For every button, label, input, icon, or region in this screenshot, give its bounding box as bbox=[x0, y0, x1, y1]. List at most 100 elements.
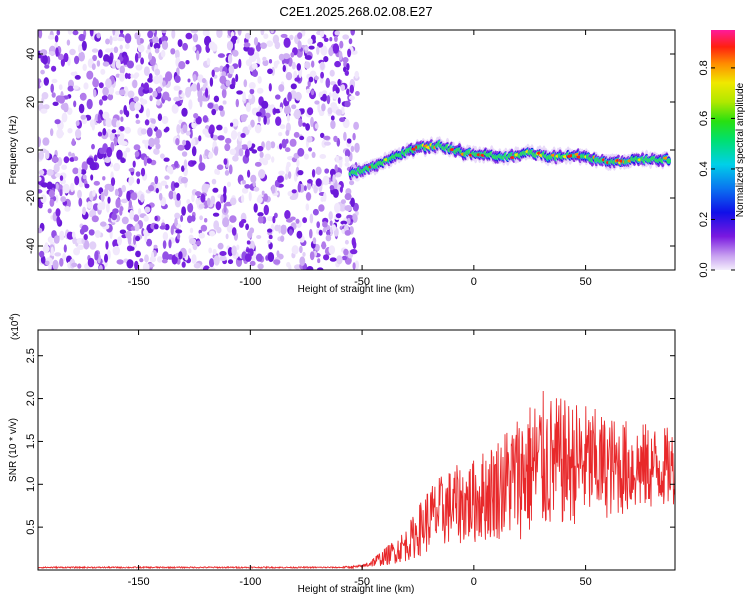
noise-blob bbox=[188, 99, 193, 110]
noise-blob bbox=[270, 30, 274, 34]
noise-blob bbox=[176, 233, 181, 240]
noise-blob bbox=[204, 149, 209, 157]
noise-blob bbox=[287, 171, 292, 180]
noise-blob bbox=[160, 180, 168, 186]
noise-blob bbox=[280, 235, 285, 242]
noise-blob bbox=[130, 73, 134, 79]
snr-ytick-label: 2.0 bbox=[25, 391, 37, 406]
noise-blob bbox=[174, 212, 181, 219]
noise-blob bbox=[245, 32, 251, 40]
noise-blob bbox=[113, 162, 121, 172]
noise-blob bbox=[267, 239, 271, 245]
noise-blob bbox=[213, 95, 220, 103]
noise-blob bbox=[297, 32, 303, 40]
signal-blob bbox=[666, 158, 671, 164]
noise-blob bbox=[337, 97, 341, 104]
noise-blob bbox=[143, 66, 150, 76]
noise-blob bbox=[54, 119, 61, 125]
noise-blob bbox=[156, 99, 161, 106]
noise-blob bbox=[260, 42, 267, 49]
noise-blob bbox=[291, 61, 296, 70]
noise-blob bbox=[102, 111, 110, 120]
noise-blob bbox=[94, 230, 101, 238]
noise-blob bbox=[332, 174, 336, 184]
colorbar-ticks: 0.0 0.2 0.4 0.6 0.8 bbox=[698, 60, 735, 278]
noise-blob bbox=[268, 59, 273, 64]
noise-blob bbox=[309, 228, 313, 239]
noise-blob bbox=[140, 193, 145, 203]
noise-blob bbox=[219, 109, 225, 117]
noise-blob bbox=[212, 248, 217, 256]
noise-blob bbox=[127, 90, 135, 99]
noise-blob bbox=[304, 55, 312, 60]
noise-blob bbox=[329, 69, 335, 77]
noise-blob bbox=[290, 52, 295, 58]
noise-blob bbox=[107, 196, 111, 204]
noise-blob bbox=[163, 157, 170, 162]
noise-blob bbox=[285, 129, 290, 136]
noise-blob bbox=[134, 260, 139, 270]
noise-blob bbox=[150, 118, 156, 125]
noise-blob bbox=[77, 44, 83, 53]
noise-blob bbox=[283, 37, 291, 48]
noise-blob bbox=[91, 215, 99, 223]
noise-blob bbox=[66, 231, 74, 240]
noise-blob bbox=[137, 44, 145, 53]
noise-blob bbox=[320, 45, 328, 56]
noise-blob bbox=[209, 230, 216, 237]
snr-xtick-label: -150 bbox=[128, 576, 150, 588]
noise-blob bbox=[135, 64, 143, 71]
noise-blob bbox=[288, 264, 292, 270]
noise-blob bbox=[151, 251, 155, 262]
noise-blob bbox=[204, 184, 211, 189]
noise-blob bbox=[103, 54, 110, 63]
noise-blob bbox=[111, 129, 117, 134]
noise-blob bbox=[316, 221, 321, 229]
noise-blob bbox=[355, 91, 360, 96]
noise-blob bbox=[128, 176, 135, 184]
noise-blob bbox=[38, 189, 43, 194]
noise-blob bbox=[194, 191, 202, 196]
noise-blob bbox=[175, 229, 183, 234]
noise-blob bbox=[73, 156, 79, 162]
noise-blob bbox=[332, 224, 336, 232]
noise-blob bbox=[196, 82, 201, 92]
noise-blob bbox=[201, 78, 207, 84]
noise-blob bbox=[61, 164, 67, 170]
noise-blob bbox=[53, 235, 60, 244]
noise-blob bbox=[333, 135, 338, 143]
noise-blob bbox=[138, 86, 145, 97]
noise-blob bbox=[304, 46, 309, 51]
noise-blob bbox=[295, 218, 300, 224]
noise-blob bbox=[282, 64, 286, 73]
noise-blob bbox=[39, 81, 44, 88]
noise-blob bbox=[134, 102, 142, 111]
colorbar-tick-label: 0.6 bbox=[698, 111, 710, 126]
noise-blob bbox=[253, 51, 260, 60]
noise-blob bbox=[256, 87, 264, 94]
noise-blob bbox=[174, 75, 181, 83]
noise-blob bbox=[351, 237, 356, 247]
noise-blob bbox=[235, 98, 239, 108]
noise-blob bbox=[204, 218, 208, 223]
noise-blob bbox=[144, 254, 149, 263]
noise-blob bbox=[64, 206, 71, 212]
noise-blob bbox=[241, 114, 249, 119]
noise-blob bbox=[338, 203, 346, 212]
noise-blob bbox=[72, 85, 79, 90]
noise-blob bbox=[55, 208, 61, 217]
noise-blob bbox=[325, 234, 332, 242]
noise-blob bbox=[185, 87, 191, 98]
noise-blob bbox=[267, 216, 274, 222]
noise-blob bbox=[220, 194, 224, 204]
noise-blob bbox=[321, 241, 327, 250]
noise-blob bbox=[62, 253, 66, 261]
noise-blob bbox=[335, 172, 342, 178]
noise-blob bbox=[52, 259, 59, 270]
noise-blob bbox=[38, 176, 42, 182]
noise-blob bbox=[332, 188, 339, 198]
noise-blob bbox=[344, 193, 352, 201]
noise-blob bbox=[243, 42, 251, 48]
noise-blob bbox=[207, 151, 214, 159]
noise-blob bbox=[167, 97, 172, 102]
